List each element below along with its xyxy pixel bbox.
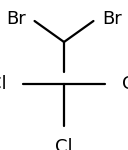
Text: Cl: Cl (122, 75, 128, 93)
Text: Cl: Cl (55, 138, 73, 150)
Text: Cl: Cl (0, 75, 6, 93)
Text: Br: Br (102, 10, 122, 28)
Text: Br: Br (6, 10, 26, 28)
